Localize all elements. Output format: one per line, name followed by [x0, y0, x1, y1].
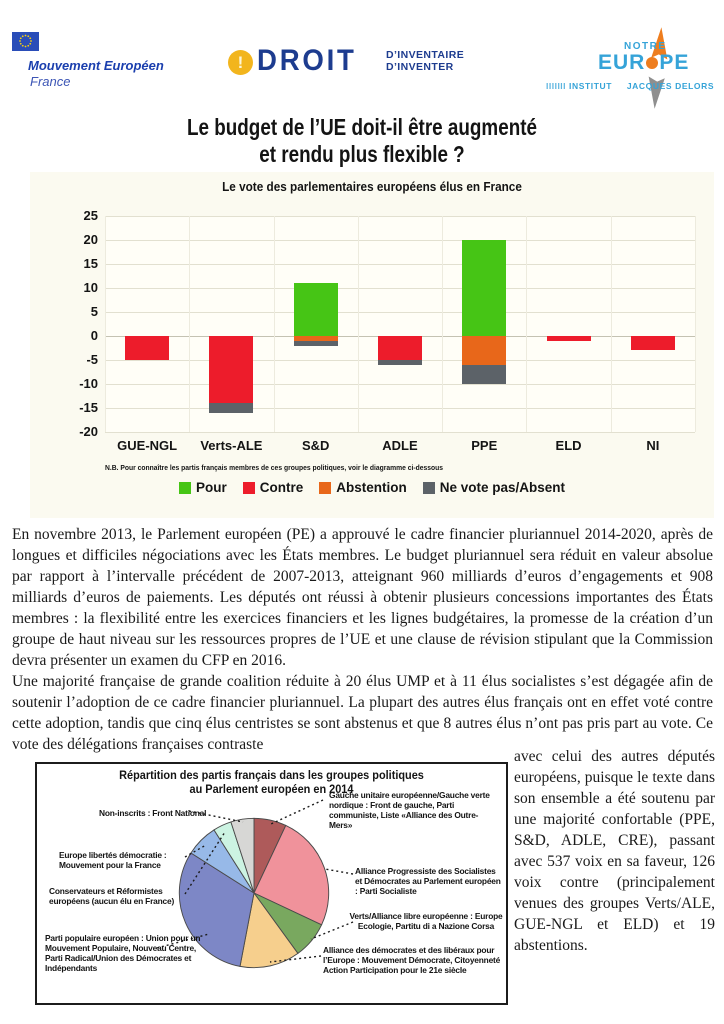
paragraph-2: Une majorité française de grande coaliti…	[12, 673, 713, 753]
category-label: ADLE	[382, 438, 418, 453]
logo-notre-europe: NOTRE EUR PE IIIIIII INSTITUT JACQUES DEL…	[546, 27, 718, 109]
paragraph-1: En novembre 2013, le Parlement européen …	[12, 526, 713, 669]
bar-chart-title: Le vote des parlementaires européens élu…	[222, 180, 522, 194]
notre-europe-notre: NOTRE	[624, 41, 667, 52]
category-label: NI	[646, 438, 660, 453]
gridline	[105, 240, 695, 241]
logo-droit-dinventaire: ! DROIT D’INVENTAIRE D’INVENTER	[228, 44, 498, 84]
logo-mouvement-europeen: Mouvement Européen France	[12, 30, 202, 96]
droit-subtitle: D’INVENTAIRE D’INVENTER	[386, 49, 465, 73]
gridline	[105, 264, 695, 265]
legend-label: Contre	[259, 480, 304, 495]
legend-item: Ne vote pas/Absent	[422, 480, 566, 495]
category-label: S&D	[301, 438, 330, 453]
mouvement-europeen-label: Mouvement Européen	[28, 58, 164, 73]
gridline	[105, 216, 695, 217]
category-label: GUE-NGL	[117, 438, 178, 453]
legend-item: Contre	[242, 480, 304, 495]
pie-label-gue-ngl: Gauche unitaire européenne/Gauche verte …	[329, 790, 490, 830]
paragraph-2-continued: avec celui des autres députés européens,…	[514, 748, 715, 954]
bar-plot-area	[105, 216, 696, 433]
bar-segment	[378, 360, 422, 365]
pie-label-non-inscrits: Non-inscrits : Front National	[99, 808, 207, 818]
y-tick-label: 10	[83, 280, 98, 295]
y-tick-label: 0	[90, 328, 98, 343]
legend-label: Abstention	[336, 480, 407, 495]
legend-item: Abstention	[319, 480, 407, 495]
x-axis-labels: GUE-NGL Verts-ALE S&D ADLE PPE ELD NI	[105, 438, 695, 453]
pie-chart: Répartition des partis français dans les…	[35, 762, 508, 1005]
y-tick-label: 25	[83, 208, 98, 223]
gridline-vertical	[273, 216, 275, 432]
y-tick-label: 15	[83, 256, 98, 271]
notre-europe-wordmark: EUR PE	[598, 51, 690, 74]
body-text: En novembre 2013, le Parlement européen …	[12, 524, 713, 755]
gridline-vertical	[526, 216, 528, 432]
pie-slice	[253, 824, 330, 926]
eu-flag-icon	[12, 32, 39, 51]
gridline-vertical	[442, 216, 444, 432]
bar-chart: Le vote des parlementaires européens élu…	[30, 172, 714, 518]
legend-swatch	[242, 481, 255, 494]
bar-segment	[378, 336, 422, 360]
pie-label-adle: Alliance des démocrates et des libéraux …	[323, 945, 501, 975]
gridline-vertical	[189, 216, 191, 432]
exclamation-icon: !	[228, 50, 253, 75]
bar-segment	[546, 336, 591, 341]
y-tick-label: -15	[79, 400, 98, 415]
gridline	[105, 432, 695, 433]
legend-label: Pour	[195, 480, 227, 495]
gridline	[105, 288, 695, 289]
legend-item: Pour	[178, 480, 227, 495]
y-tick-label: -5	[86, 352, 98, 367]
gridline	[105, 312, 695, 313]
chart-note: N.B. Pour connaître les partis français …	[105, 463, 443, 472]
bar-segment	[462, 364, 507, 384]
legend-swatch	[422, 481, 435, 494]
legend-swatch	[319, 481, 332, 494]
pie-label-sd: Alliance Progressiste des Socialistes et…	[355, 866, 501, 896]
y-tick-label: -10	[79, 376, 98, 391]
bar-segment	[462, 240, 507, 336]
droit-wordmark: DROIT	[257, 44, 357, 77]
y-tick-label: 5	[90, 304, 98, 319]
pie-label-verts: Verts/Alliance libre européenne : Europe…	[349, 911, 503, 931]
mouvement-europeen-country: France	[30, 74, 71, 89]
gridline	[105, 408, 695, 409]
bar-segment	[209, 336, 254, 404]
gridline-vertical	[610, 216, 612, 432]
y-tick-label: -20	[79, 424, 98, 439]
gridline-vertical	[357, 216, 359, 432]
category-label: PPE	[471, 438, 498, 453]
gridline	[105, 384, 695, 385]
compass-icon	[648, 27, 668, 109]
pie-label-eld: Europe libertés démocratie : Mouvement p…	[59, 850, 167, 870]
bar-segment	[209, 403, 254, 413]
chart-legend: Pour Contre Abstention Ne vote pas/Absent	[30, 480, 714, 495]
gridline-vertical	[695, 216, 696, 432]
legend-label: Ne vote pas/Absent	[439, 480, 566, 495]
y-tick-label: 20	[83, 232, 98, 247]
bar-segment	[293, 283, 338, 336]
bar-segment	[293, 340, 338, 346]
pie-label-ppe: Parti populaire européen : Union pour un…	[45, 933, 201, 973]
gridline-vertical	[105, 216, 106, 432]
page-title: Le budget de l’UE doit-il être augmenté e…	[186, 114, 537, 167]
orange-dot-icon	[646, 57, 659, 69]
bar-segment	[293, 336, 338, 341]
notre-europe-institut: IIIIIII INSTITUT JACQUES DELORS	[546, 81, 715, 91]
bar-segment	[125, 336, 170, 360]
legend-swatch	[178, 481, 191, 494]
category-label: ELD	[555, 438, 582, 453]
bar-segment	[630, 336, 675, 351]
pie-label-cre: Conservateurs et Réformistes européens (…	[49, 886, 175, 906]
pie-chart-title: Répartition des partis français dans les…	[119, 770, 424, 796]
category-label: Verts-ALE	[200, 438, 263, 453]
pie-slice	[239, 891, 299, 969]
bar-segment	[462, 336, 507, 365]
